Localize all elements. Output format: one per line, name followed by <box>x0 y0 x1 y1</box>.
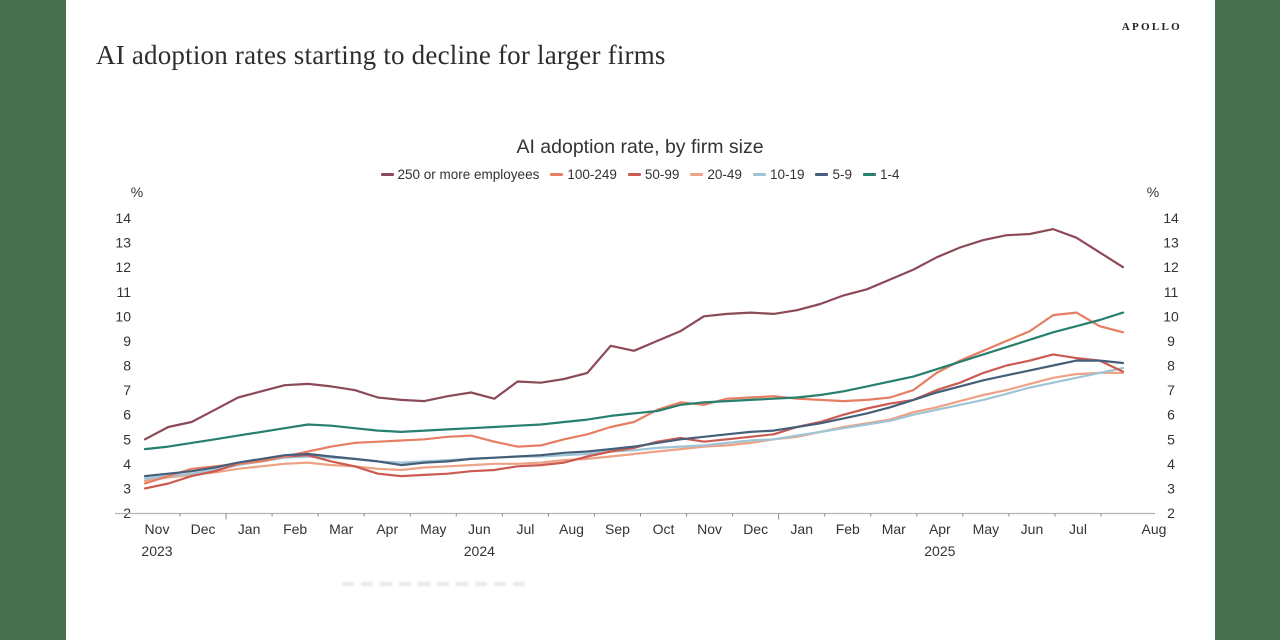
left-green-border <box>0 0 66 640</box>
x-tick-label-month: Feb <box>283 521 307 537</box>
legend-item-250-or-more-employees: 250 or more employees <box>380 167 540 182</box>
series-line-10-19 <box>143 366 1125 480</box>
y-tick-label-right: 6 <box>1167 407 1175 423</box>
x-tick-label-month: Nov <box>145 521 170 537</box>
x-tick-label-month: Aug <box>559 521 584 537</box>
x-tick-label-month: Jan <box>238 521 261 537</box>
y-tick-label-left: 11 <box>116 284 131 300</box>
x-tick-label-month: Nov <box>697 521 722 537</box>
x-tick-label-month: Dec <box>743 521 768 537</box>
y-tick-label-right: 14 <box>1163 210 1179 226</box>
y-tick-label-right: 10 <box>1163 308 1179 324</box>
legend-label: 250 or more employees <box>397 167 540 182</box>
y-tick-label-right: 5 <box>1167 431 1175 447</box>
x-tick-label-month: Jun <box>1021 521 1044 537</box>
y-axis-unit-left: % <box>131 184 143 200</box>
series-line-100-249 <box>143 311 1125 485</box>
y-tick-label-left: 7 <box>123 382 131 398</box>
y-tick-label-left: 13 <box>115 235 131 251</box>
chart-legend: 250 or more employees 100-249 50-99 20-49 10… <box>0 167 1280 182</box>
y-tick-label-right: 9 <box>1167 333 1175 349</box>
x-tick-label-month: Dec <box>191 521 216 537</box>
y-tick-label-right: 8 <box>1167 358 1175 374</box>
x-tick-label-month: Jul <box>1069 521 1087 537</box>
legend-label: 10-19 <box>769 167 805 182</box>
legend-item-50-99: 50-99 <box>627 167 680 182</box>
y-tick-label-right: 7 <box>1167 382 1175 398</box>
legend-swatch-250-or-more-employees <box>380 173 394 176</box>
y-tick-label-right: 2 <box>1167 505 1175 521</box>
legend-swatch-5-9 <box>815 173 829 176</box>
x-tick-label-year: 2025 <box>924 543 955 559</box>
legend-label: 5-9 <box>832 167 852 182</box>
y-tick-label-right: 12 <box>1163 259 1179 275</box>
legend-label: 100-249 <box>567 167 617 182</box>
series-line-50-99 <box>143 353 1125 490</box>
x-tick-label-month: Apr <box>376 521 398 537</box>
page-title: AI adoption rates starting to decline fo… <box>96 40 666 70</box>
legend-label: 50-99 <box>644 167 680 182</box>
legend-swatch-20-49 <box>690 173 704 176</box>
x-tick-label-month: Oct <box>653 521 675 537</box>
legend-swatch-100-249 <box>550 173 564 176</box>
legend-item-20-49: 20-49 <box>690 167 742 182</box>
x-tick-label-month: Mar <box>329 521 353 537</box>
y-tick-label-left: 6 <box>123 407 131 423</box>
y-tick-label-right: 3 <box>1167 480 1175 496</box>
y-tick-label-left: 3 <box>123 480 131 496</box>
x-tick-label-month: Jul <box>516 521 534 537</box>
x-tick-label-month: Apr <box>929 521 951 537</box>
x-tick-label-month: Feb <box>836 521 860 537</box>
right-green-border <box>1215 0 1280 640</box>
x-tick-label-month: May <box>420 521 446 537</box>
y-tick-label-left: 12 <box>115 259 131 275</box>
x-tick-label-year: 2024 <box>464 543 495 559</box>
y-tick-label-right: 11 <box>1164 284 1179 300</box>
y-axis-unit-right: % <box>1147 184 1159 200</box>
x-tick-label-year: 2023 <box>141 543 172 559</box>
y-tick-label-left: 4 <box>123 456 131 472</box>
y-tick-label-left: 5 <box>123 431 131 447</box>
x-tick-label-month: Jun <box>468 521 491 537</box>
series-line-20-49 <box>143 371 1125 483</box>
legend-item-10-19: 10-19 <box>752 167 805 182</box>
legend-item-1-4: 1-4 <box>862 167 900 182</box>
y-tick-label-left: 9 <box>123 333 131 349</box>
legend-swatch-50-99 <box>627 173 641 176</box>
legend-swatch-10-19 <box>752 173 766 176</box>
x-tick-label-month: Mar <box>882 521 906 537</box>
y-tick-label-left: 14 <box>115 210 131 226</box>
series-line-250-or-more-employees <box>143 228 1125 441</box>
y-tick-label-right: 13 <box>1163 235 1179 251</box>
series-line-1-4 <box>143 311 1125 451</box>
faint-source-note <box>342 582 532 586</box>
x-tick-label-month: May <box>973 521 999 537</box>
y-tick-label-left: 10 <box>115 308 131 324</box>
legend-item-5-9: 5-9 <box>815 167 852 182</box>
legend-label: 1-4 <box>879 167 900 182</box>
legend-item-100-249: 100-249 <box>550 167 617 182</box>
series-line-5-9 <box>143 359 1125 478</box>
x-tick-label-month: Aug <box>1142 521 1167 537</box>
x-tick-label-month: Jan <box>790 521 813 537</box>
y-tick-label-right: 4 <box>1167 456 1175 472</box>
chart-title: AI adoption rate, by firm size <box>516 136 764 158</box>
legend-swatch-1-4 <box>862 173 876 176</box>
legend-label: 20-49 <box>707 167 742 182</box>
y-tick-label-left: 8 <box>123 358 131 374</box>
apollo-logo: APOLLO <box>1121 21 1182 33</box>
x-tick-label-month: Sep <box>605 521 630 537</box>
